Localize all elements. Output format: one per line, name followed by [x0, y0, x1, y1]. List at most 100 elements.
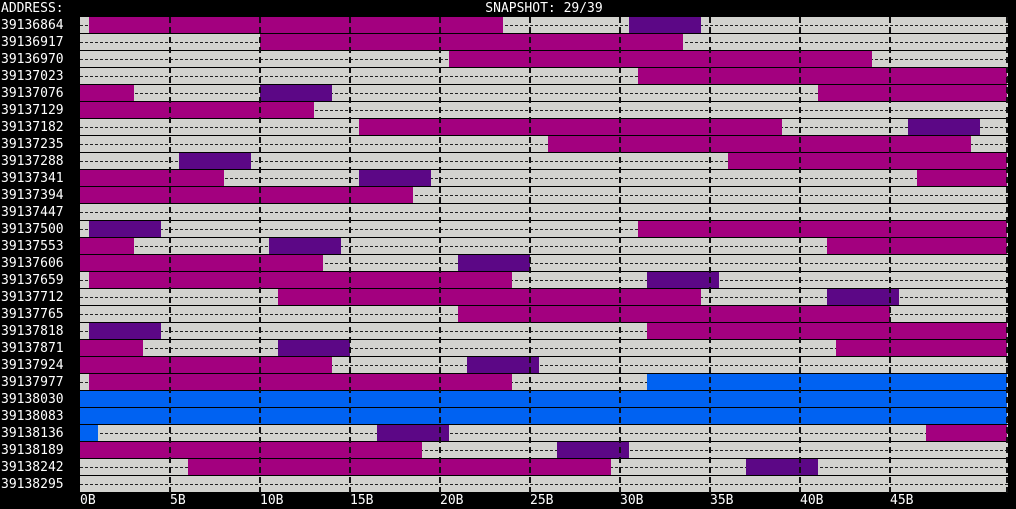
memory-row: [80, 340, 1008, 356]
memory-row: [80, 221, 1008, 237]
x-tick-label: 25B: [530, 493, 554, 508]
memory-row: [80, 374, 1008, 390]
grid-line: [439, 17, 441, 493]
memory-row: [80, 255, 1008, 271]
allocation-block-purple: [89, 323, 161, 339]
allocation-block-purple: [746, 459, 818, 475]
grid-line: [529, 17, 531, 493]
memory-row: [80, 17, 1008, 33]
allocation-block-magenta: [80, 187, 413, 203]
memory-row: [80, 425, 1008, 441]
memory-row: [80, 289, 1008, 305]
memory-row: [80, 238, 1008, 254]
allocation-block-magenta: [827, 238, 1007, 254]
address-label: 39137500: [1, 222, 64, 237]
memory-row: [80, 102, 1008, 118]
grid-line: [709, 17, 711, 493]
address-label: 39137871: [1, 341, 64, 356]
x-tick-label: 0B: [80, 493, 96, 508]
address-label: 39136864: [1, 18, 64, 33]
memory-row: [80, 459, 1008, 475]
memory-row: [80, 68, 1008, 84]
allocation-block-blue: [80, 408, 1007, 424]
allocation-block-purple: [908, 119, 980, 135]
memory-row: [80, 85, 1008, 101]
address-label: 39137606: [1, 256, 64, 271]
memory-row: [80, 357, 1008, 373]
allocation-block-magenta: [80, 340, 143, 356]
allocation-block-magenta: [80, 255, 323, 271]
x-tick-label: 30B: [620, 493, 644, 508]
allocation-block-magenta: [926, 425, 1007, 441]
allocation-block-purple: [458, 255, 530, 271]
x-tick-label: 10B: [260, 493, 284, 508]
allocation-block-purple: [827, 289, 899, 305]
grid-line: [349, 17, 351, 493]
memory-row: [80, 136, 1008, 152]
x-tick-label: 35B: [710, 493, 734, 508]
address-label: 39138136: [1, 426, 64, 441]
allocation-block-magenta: [89, 17, 503, 33]
grid-line: [889, 17, 891, 493]
memory-row: [80, 204, 1008, 220]
grid-line: [169, 17, 171, 493]
address-label: 39137023: [1, 69, 64, 84]
allocation-block-magenta: [80, 357, 332, 373]
x-axis: 0B 5B 10B 15B 20B 25B 30B 35B 40B 45B: [80, 493, 1008, 509]
allocation-block-magenta: [359, 119, 782, 135]
address-label: 39137182: [1, 120, 64, 135]
allocation-block-magenta: [80, 170, 224, 186]
memory-row: [80, 476, 1008, 492]
x-tick-label: 45B: [890, 493, 914, 508]
memory-row: [80, 187, 1008, 203]
address-label: 39137659: [1, 273, 64, 288]
address-label: 39136970: [1, 52, 64, 67]
allocation-block-magenta: [80, 102, 314, 118]
allocation-block-purple: [647, 272, 719, 288]
address-header: ADDRESS:: [1, 1, 64, 16]
address-label: 39137553: [1, 239, 64, 254]
allocation-block-magenta: [80, 85, 134, 101]
grid-line: [799, 17, 801, 493]
allocation-block-purple: [359, 170, 431, 186]
allocation-block-magenta: [449, 51, 872, 67]
address-label: 39137712: [1, 290, 64, 305]
x-tick-label: 5B: [170, 493, 186, 508]
x-tick-label: 40B: [800, 493, 824, 508]
allocation-block-blue: [80, 425, 98, 441]
allocation-block-purple: [278, 340, 350, 356]
address-label: 39138242: [1, 460, 64, 475]
allocation-block-magenta: [818, 85, 1007, 101]
address-label: 39138189: [1, 443, 64, 458]
allocation-block-purple: [260, 85, 332, 101]
address-label: 39137977: [1, 375, 64, 390]
allocation-block-purple: [269, 238, 341, 254]
x-tick-label: 20B: [440, 493, 464, 508]
allocation-block-magenta: [638, 221, 1007, 237]
allocation-block-magenta: [80, 238, 134, 254]
allocation-block-magenta: [638, 68, 1007, 84]
address-label: 39137818: [1, 324, 64, 339]
memory-row: [80, 323, 1008, 339]
allocation-block-blue: [647, 374, 1007, 390]
address-label: 39136917: [1, 35, 64, 50]
memory-row: [80, 306, 1008, 322]
address-label: 39137235: [1, 137, 64, 152]
snapshot-indicator: SNAPSHOT: 29/39: [485, 1, 603, 16]
grid-line: [619, 17, 621, 493]
memory-row: [80, 34, 1008, 50]
address-label: 39138030: [1, 392, 64, 407]
address-label: 39137924: [1, 358, 64, 373]
allocation-block-magenta: [260, 34, 683, 50]
memory-row: [80, 170, 1008, 186]
memory-row: [80, 51, 1008, 67]
memory-row: [80, 119, 1008, 135]
grid-line: [259, 17, 261, 493]
memory-row: [80, 442, 1008, 458]
address-column: 39136864 39136917 39136970 39137023 39137076…: [0, 17, 80, 493]
memory-row: [80, 272, 1008, 288]
allocation-block-magenta: [278, 289, 701, 305]
allocation-block-purple: [89, 221, 161, 237]
allocation-block-magenta: [458, 306, 890, 322]
address-label: 39137288: [1, 154, 64, 169]
